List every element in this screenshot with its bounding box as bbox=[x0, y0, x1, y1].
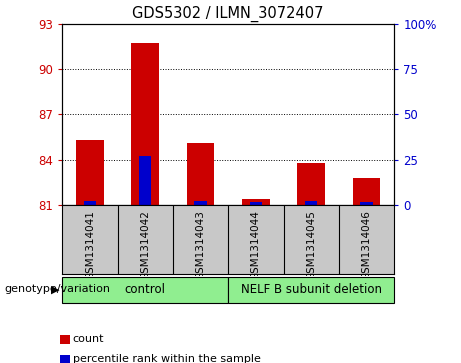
Text: GSM1314041: GSM1314041 bbox=[85, 211, 95, 281]
Text: GSM1314043: GSM1314043 bbox=[195, 211, 206, 281]
Bar bbox=[353, 178, 380, 205]
Bar bbox=[139, 156, 151, 205]
Title: GDS5302 / ILMN_3072407: GDS5302 / ILMN_3072407 bbox=[132, 6, 324, 22]
Text: GSM1314042: GSM1314042 bbox=[140, 211, 150, 281]
Bar bbox=[297, 163, 325, 205]
Bar bbox=[62, 277, 228, 303]
Text: NELF B subunit deletion: NELF B subunit deletion bbox=[241, 283, 382, 296]
Text: GSM1314044: GSM1314044 bbox=[251, 211, 261, 281]
Bar bbox=[250, 202, 262, 205]
Bar bbox=[84, 201, 96, 205]
Bar bbox=[242, 199, 270, 205]
Text: count: count bbox=[73, 334, 104, 344]
Bar bbox=[187, 143, 214, 205]
Text: GSM1314046: GSM1314046 bbox=[361, 211, 372, 281]
Bar bbox=[305, 201, 317, 205]
Bar bbox=[76, 140, 104, 205]
Text: percentile rank within the sample: percentile rank within the sample bbox=[73, 354, 261, 363]
Bar bbox=[195, 201, 207, 205]
Bar bbox=[131, 43, 159, 205]
Bar bbox=[361, 202, 372, 205]
Bar bbox=[228, 277, 394, 303]
Text: GSM1314045: GSM1314045 bbox=[306, 211, 316, 281]
Text: control: control bbox=[125, 283, 165, 296]
Text: ▶: ▶ bbox=[51, 285, 59, 294]
Text: genotype/variation: genotype/variation bbox=[5, 285, 111, 294]
